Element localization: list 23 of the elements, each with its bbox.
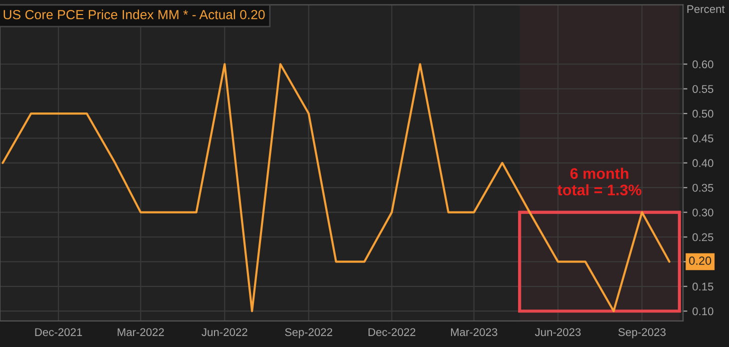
y-tick-label: 0.55 (692, 85, 714, 93)
x-tick-label: Mar-2023 (451, 328, 498, 336)
y-tick-label: 0.25 (692, 233, 714, 242)
x-tick-label: Sep-2023 (618, 328, 666, 338)
y-tick-label: 0.45 (692, 134, 714, 142)
x-tick-label: Jun-2023 (534, 328, 581, 336)
x-tick-label: Jun-2022 (202, 328, 248, 336)
y-tick-label: 0.30 (692, 208, 714, 216)
y-tick-label: 0.15 (692, 282, 714, 291)
y-tick-label: 0.10 (692, 307, 714, 316)
x-tick-label: Dec-2022 (368, 328, 416, 336)
x-tick-label: Dec-2021 (35, 328, 82, 336)
line-series (2, 63, 670, 312)
y-tick-label: 0.50 (692, 110, 714, 118)
y-tick-label: 0.60 (692, 60, 714, 68)
x-tick-label: Mar-2022 (118, 328, 164, 336)
chart-title: US Core PCE Price Index MM * - Actual 0.20 (4, 10, 265, 20)
data-label: 0.20 (689, 256, 712, 265)
y-tick-label: 0.35 (692, 184, 714, 192)
y-axis-title: Percent (687, 5, 725, 14)
x-tick-label: Sep-2022 (285, 328, 332, 338)
y-tick-label: 0.40 (692, 159, 714, 168)
annotation: 6 month total = 1.3% (557, 168, 642, 196)
